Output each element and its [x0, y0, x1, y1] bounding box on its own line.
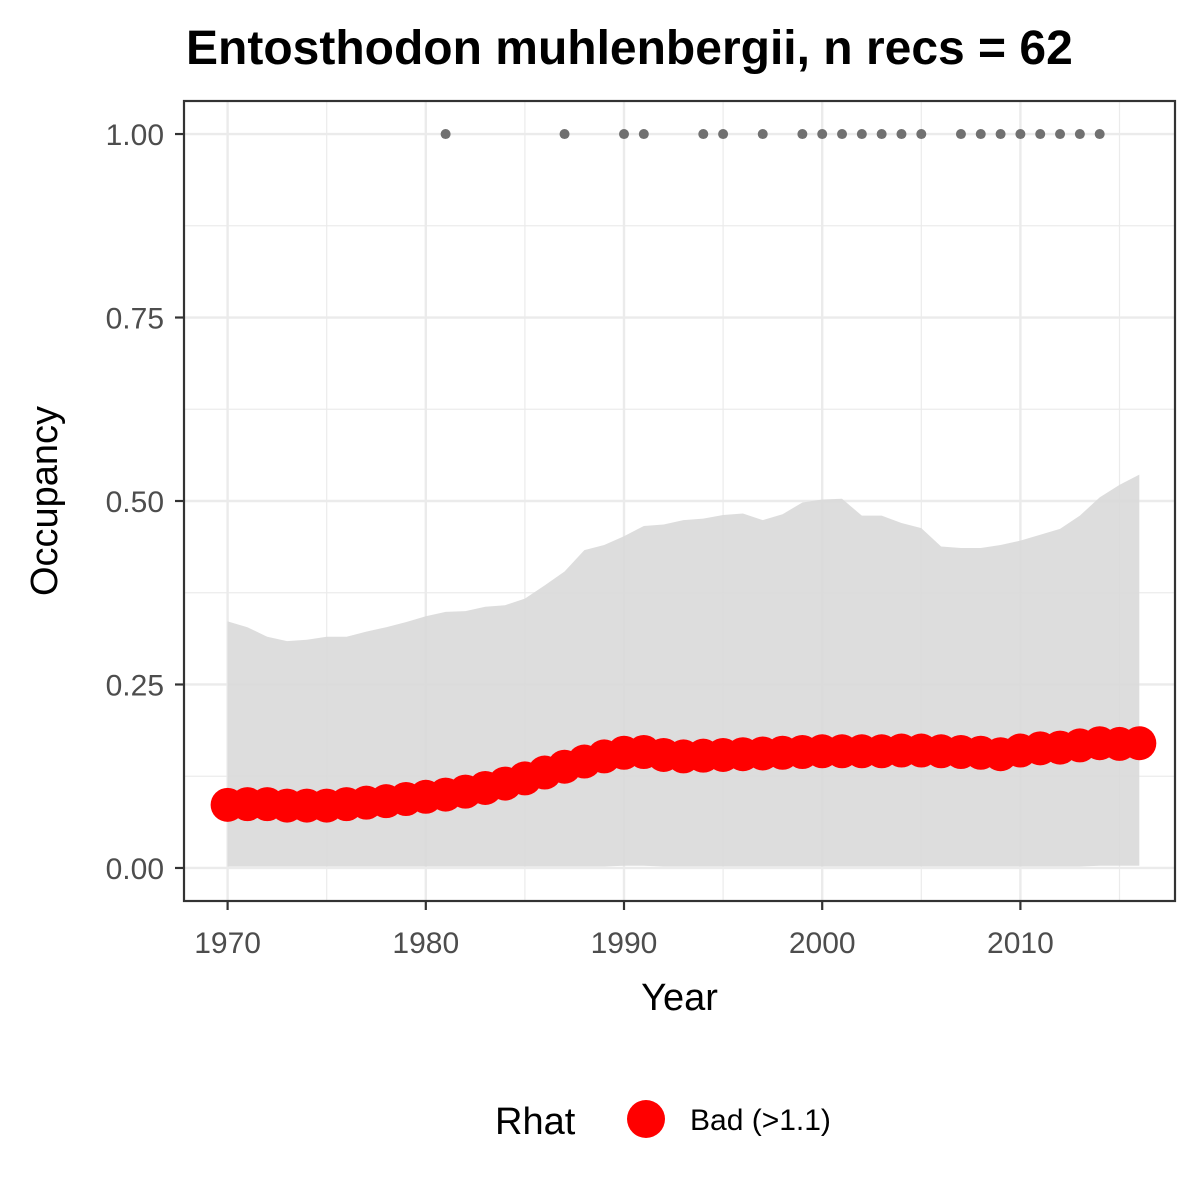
record-point [837, 129, 848, 140]
y-tick-label: 0.25 [106, 669, 164, 702]
record-point [757, 129, 768, 140]
record-point [817, 129, 828, 140]
record-point [896, 129, 907, 140]
record-point [1035, 129, 1046, 140]
record-point [876, 129, 887, 140]
x-tick-label: 1990 [591, 927, 658, 960]
legend-title: Rhat [495, 1101, 576, 1143]
record-point [718, 129, 729, 140]
record-point [559, 129, 570, 140]
x-axis-title: Year [641, 977, 718, 1019]
record-point [1055, 129, 1066, 140]
record-point [975, 129, 986, 140]
record-point [856, 129, 867, 140]
record-point [1015, 129, 1026, 140]
credible-interval-ribbon [227, 474, 1140, 867]
mean-occupancy-points [210, 726, 1157, 823]
record-point [916, 129, 927, 140]
record-point [1074, 129, 1085, 140]
record-point [440, 129, 451, 140]
record-points [440, 129, 1105, 140]
legend-key-bad-rhat [627, 1100, 665, 1138]
chart-title: Entosthodon muhlenbergii, n recs = 62 [186, 22, 1073, 75]
y-tick-label: 0.50 [106, 486, 164, 519]
record-point [1094, 129, 1105, 140]
record-point [995, 129, 1006, 140]
record-point [797, 129, 808, 140]
record-point [638, 129, 649, 140]
occupancy-point [1122, 726, 1157, 761]
x-tick-label: 1970 [194, 927, 261, 960]
y-axis-title: Occupancy [24, 406, 66, 596]
y-tick-label: 0.00 [106, 853, 164, 886]
record-point [619, 129, 630, 140]
y-axis: 0.00 0.25 0.50 0.75 1.00 [106, 119, 184, 886]
x-tick-label: 2000 [789, 927, 856, 960]
y-tick-label: 1.00 [106, 119, 164, 152]
record-point [955, 129, 966, 140]
legend-label-bad-rhat: Bad (>1.1) [690, 1104, 831, 1137]
x-tick-label: 1980 [392, 927, 459, 960]
x-axis: 1970 1980 1990 2000 2010 [194, 901, 1054, 960]
legend: Rhat Bad (>1.1) [495, 1100, 831, 1143]
x-tick-label: 2010 [987, 927, 1054, 960]
record-point [698, 129, 709, 140]
y-tick-label: 0.75 [106, 303, 164, 336]
